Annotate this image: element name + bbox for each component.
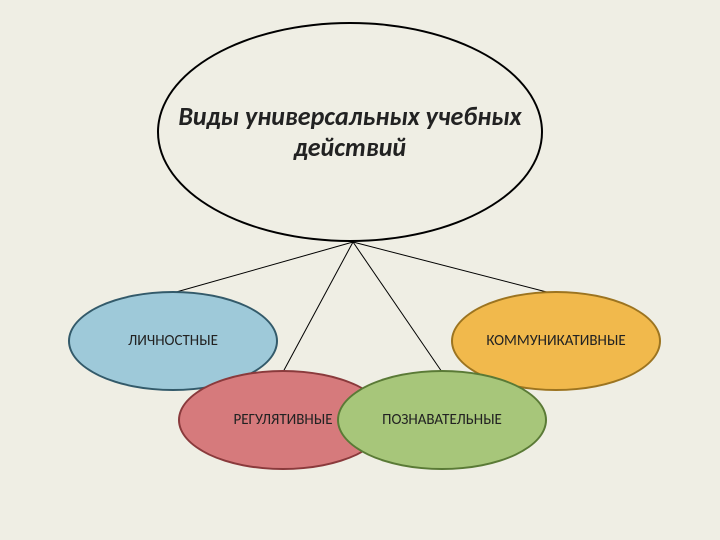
node-label: ПОЗНАВАТЕЛЬНЫЕ: [382, 411, 502, 429]
root-node-label: Виды универсальных учебных действий: [159, 101, 541, 163]
diagram-canvas: Виды универсальных учебных действий КОММ…: [0, 0, 720, 540]
node-label: КОММУНИКАТИВНЫЕ: [486, 332, 625, 350]
node-cognitive: ПОЗНАВАТЕЛЬНЫЕ: [337, 370, 547, 470]
node-label: ЛИЧНОСТНЫЕ: [128, 332, 218, 350]
node-label: РЕГУЛЯТИВНЫЕ: [233, 411, 332, 429]
root-node: Виды универсальных учебных действий: [157, 22, 543, 242]
